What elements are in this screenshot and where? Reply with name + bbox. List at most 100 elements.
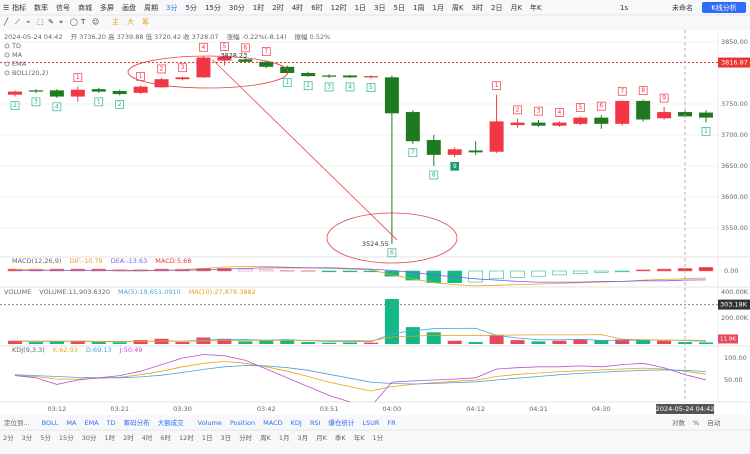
period-item[interactable]: 3时: [472, 3, 483, 12]
analysis-button-bg[interactable]: [702, 2, 746, 13]
period-tab[interactable]: 1时: [104, 433, 115, 442]
period-tab[interactable]: 年K: [354, 433, 366, 442]
period-item[interactable]: 月K: [510, 4, 522, 12]
draw-tool[interactable]: 主: [112, 17, 119, 26]
period-tab[interactable]: 5分: [40, 433, 51, 442]
tool-icon[interactable]: ⟋: [15, 18, 20, 26]
draw-tool[interactable]: 大: [127, 17, 134, 26]
toolbar-item[interactable]: 多屏: [100, 3, 114, 12]
period-item[interactable]: 2时: [272, 3, 283, 12]
speed[interactable]: 1s: [620, 4, 628, 12]
period-item[interactable]: 年K: [530, 3, 542, 12]
analysis-button[interactable]: K线分析: [711, 3, 737, 12]
crosshair-time-label: 2024-05-24 04:42: [656, 405, 715, 413]
indicator-eye: [4, 61, 10, 67]
period-tab[interactable]: 3分: [22, 433, 33, 442]
sub-indicator[interactable]: LSUR: [362, 419, 380, 427]
main-indicator[interactable]: EMA: [84, 419, 99, 427]
axis-option[interactable]: 对数: [672, 418, 686, 427]
sub-indicator[interactable]: KDJ: [291, 419, 302, 427]
period-item[interactable]: 2日: [491, 4, 502, 12]
period-item[interactable]: 12时: [331, 3, 347, 12]
tool-icon[interactable]: ╱: [3, 17, 9, 26]
main-indicator[interactable]: MA: [66, 419, 77, 427]
period-tab[interactable]: 12时: [179, 433, 194, 442]
period-item[interactable]: 1时: [253, 3, 264, 12]
draw-tool[interactable]: 筹: [142, 17, 149, 26]
main-indicator[interactable]: 筹码分布: [124, 418, 151, 427]
macd-legend: DIF:-10.79: [69, 257, 102, 265]
period-tab[interactable]: 6时: [160, 433, 171, 442]
period-tab[interactable]: 分时: [239, 433, 253, 442]
sub-indicator[interactable]: FR: [387, 419, 396, 427]
layout-name[interactable]: 未命名: [672, 3, 693, 12]
toolbar-item[interactable]: 画盘: [122, 3, 136, 12]
period-item[interactable]: 4时: [292, 3, 303, 12]
period-tab[interactable]: 15分: [59, 433, 74, 442]
toolbar-item[interactable]: 数率: [34, 3, 48, 12]
sub-indicator[interactable]: Position: [230, 419, 255, 427]
period-item[interactable]: 5分: [185, 3, 196, 12]
td-label: 5: [578, 104, 582, 111]
period-item[interactable]: 3分: [166, 3, 177, 12]
macd-bar: [614, 270, 630, 273]
candle-body: [8, 91, 22, 95]
macd-bar: [426, 270, 442, 283]
tool-icon[interactable]: ✎: [48, 18, 54, 26]
toolbar-item[interactable]: 指标: [12, 3, 26, 12]
period-tab[interactable]: 1日: [202, 434, 213, 442]
period-item[interactable]: 周K: [452, 4, 464, 12]
period-tab[interactable]: 1月: [279, 434, 290, 442]
main-indicator[interactable]: TD: [106, 419, 116, 427]
tool-icon[interactable]: ⌖: [59, 18, 63, 26]
sub-indicator[interactable]: MACD: [263, 419, 282, 427]
sub-indicator[interactable]: Volume: [198, 419, 222, 427]
sub-indicator[interactable]: RSI: [310, 419, 321, 427]
period-tab[interactable]: 周K: [260, 434, 272, 442]
period-item[interactable]: 5日: [394, 4, 405, 12]
tool-icon[interactable]: T: [80, 18, 86, 26]
period-tab[interactable]: 3月: [298, 434, 309, 442]
period-tab[interactable]: 2分: [3, 433, 14, 442]
period-tab[interactable]: 30分: [82, 433, 97, 442]
candle-body: [426, 139, 441, 155]
sub-indicator[interactable]: 爆仓统计: [328, 418, 355, 427]
period-tab[interactable]: 4时: [142, 433, 153, 442]
period-tab[interactable]: 季K: [335, 433, 347, 442]
main-indicator[interactable]: BOLL: [42, 419, 59, 427]
period-item[interactable]: 1日: [355, 4, 366, 12]
tool-icon[interactable]: ⬚: [37, 18, 44, 26]
td-label: 3: [327, 83, 331, 90]
tool-icon[interactable]: ⌁: [26, 18, 30, 26]
period-item[interactable]: 6时: [311, 3, 322, 12]
period-item[interactable]: 30分: [229, 3, 245, 12]
macd-bar: [300, 270, 316, 272]
toolbar-item[interactable]: 商城: [78, 3, 92, 12]
candle-body: [615, 100, 630, 124]
period-item[interactable]: 1月: [432, 4, 443, 12]
candle-body: [238, 59, 253, 62]
main-indicator[interactable]: 大额成交: [158, 418, 185, 427]
macd-bar: [698, 267, 714, 272]
period-item[interactable]: 1周: [413, 4, 424, 12]
period-tab[interactable]: 3日: [220, 434, 231, 442]
locate[interactable]: 定位到...: [4, 418, 30, 427]
period-tab[interactable]: 1分: [372, 433, 383, 442]
tool-icon[interactable]: ◯: [70, 18, 78, 26]
td-box: [534, 106, 543, 116]
menu-icon[interactable]: ☰: [3, 4, 9, 12]
axis-option[interactable]: %: [693, 419, 699, 427]
period-tab[interactable]: 月K: [316, 434, 328, 442]
period-tab[interactable]: 2时: [123, 433, 134, 442]
toolbar-item[interactable]: 周期: [144, 4, 158, 12]
axis-option[interactable]: 自动: [707, 418, 721, 427]
crosshair-time-tag: [656, 404, 715, 414]
tool-icon[interactable]: ☺: [92, 18, 99, 26]
td-label: 1: [139, 73, 143, 80]
period-item[interactable]: 15分: [205, 3, 221, 12]
td-label: 1: [285, 79, 289, 86]
macd-legend: MACD(12,26,9): [12, 257, 61, 265]
period-item[interactable]: 3日: [374, 4, 385, 12]
toolbar-item[interactable]: 信号: [56, 3, 70, 12]
volume-last-tag: [718, 334, 738, 344]
